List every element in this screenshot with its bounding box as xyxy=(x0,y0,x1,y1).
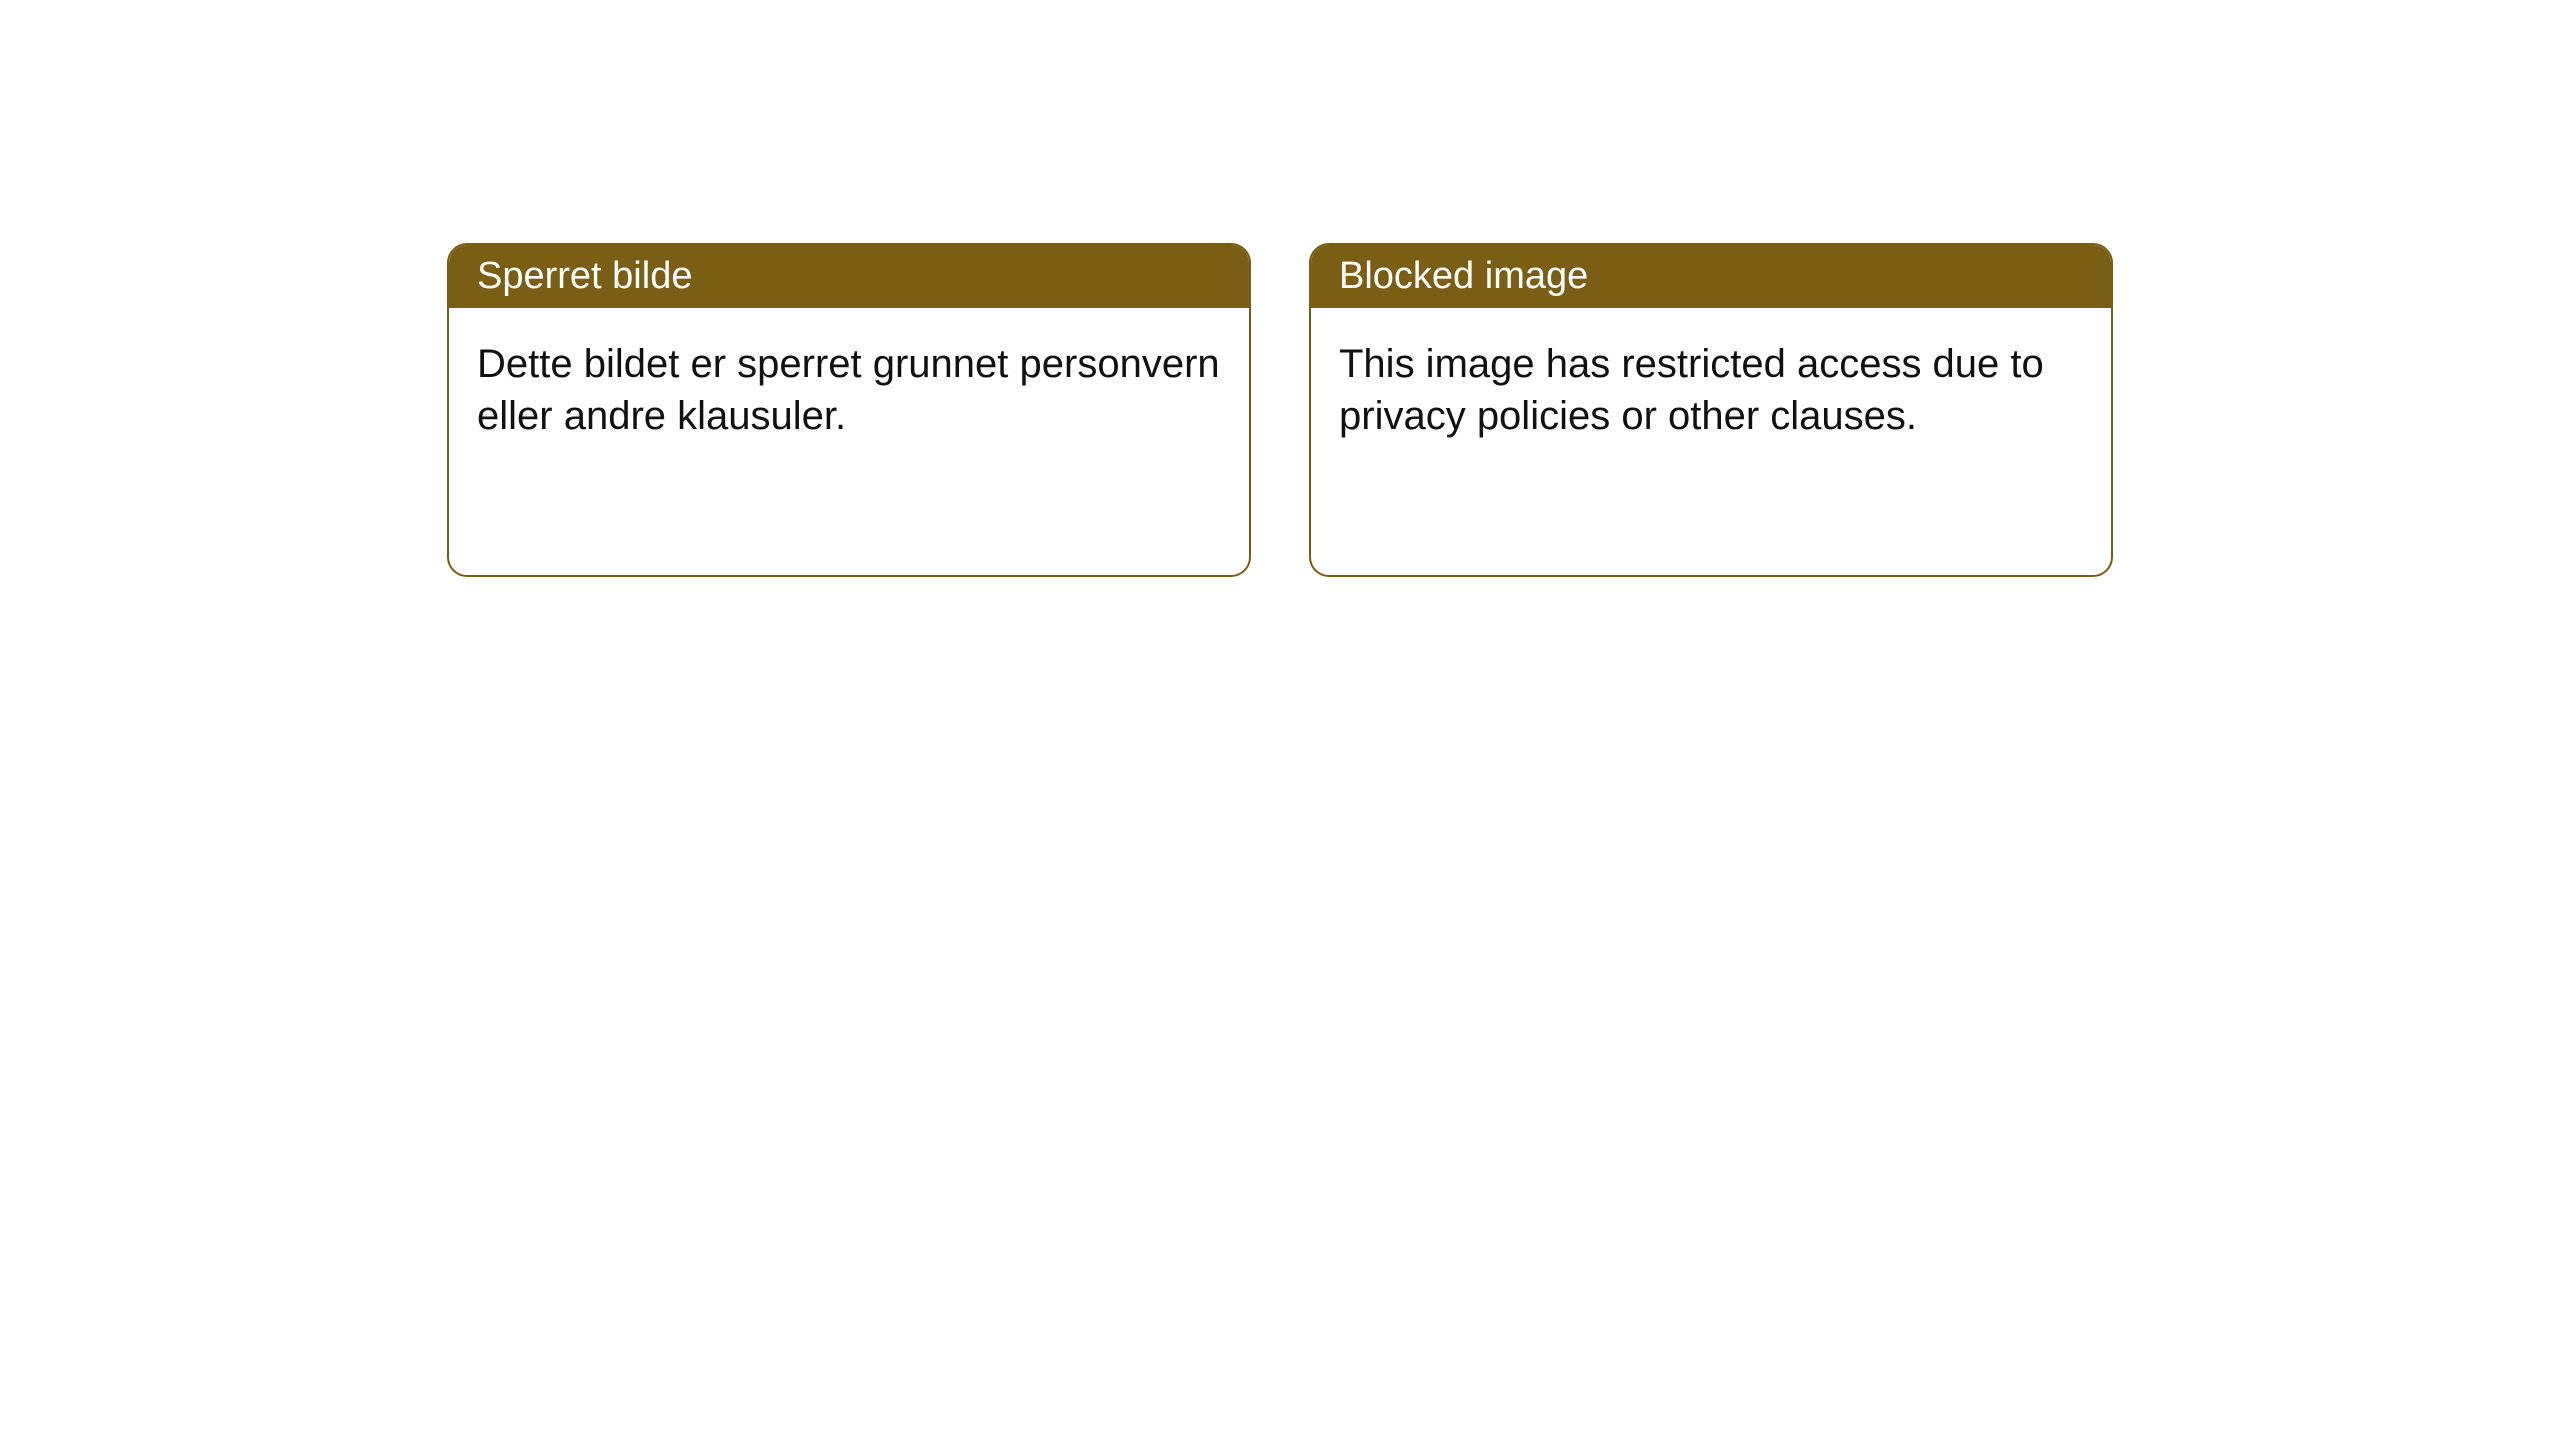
notice-message-norwegian: Dette bildet er sperret grunnet personve… xyxy=(449,308,1249,472)
notice-message-english: This image has restricted access due to … xyxy=(1311,308,2111,472)
notice-title-norwegian: Sperret bilde xyxy=(449,245,1249,308)
notice-title-english: Blocked image xyxy=(1311,245,2111,308)
notice-container: Sperret bilde Dette bildet er sperret gr… xyxy=(0,0,2560,577)
notice-card-english: Blocked image This image has restricted … xyxy=(1309,243,2113,577)
notice-card-norwegian: Sperret bilde Dette bildet er sperret gr… xyxy=(447,243,1251,577)
